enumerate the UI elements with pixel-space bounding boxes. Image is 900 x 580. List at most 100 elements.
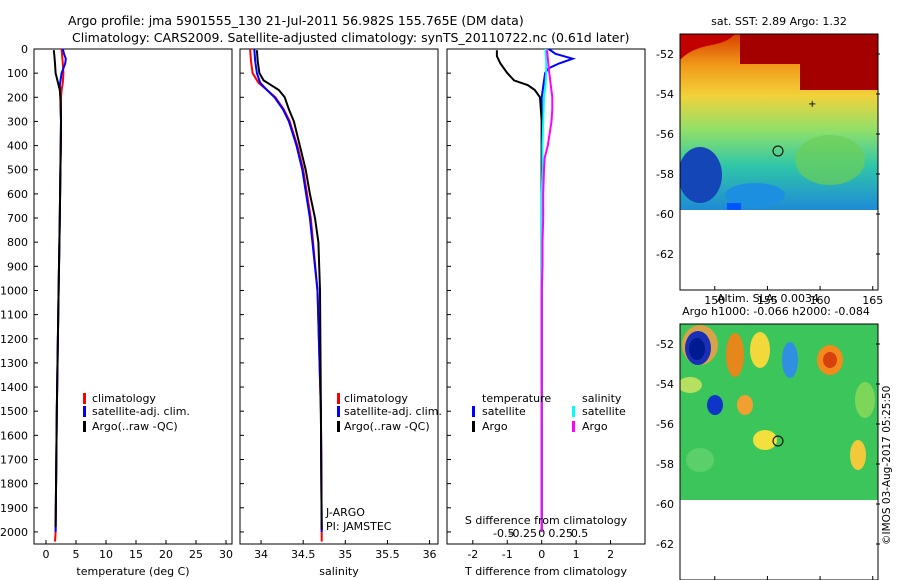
legend-swatch-argo [337,421,340,432]
legend-label-s-satellite: satellite [582,405,626,418]
figure-title-line2: Climatology: CARS2009. Satellite-adjuste… [72,30,629,45]
sst-map-border [679,33,879,291]
sst-warm-region [800,34,878,90]
legend-label-satellite: satellite-adj. clim. [344,405,442,418]
salinity-annotation-pi: PI: JAMSTEC [326,520,392,533]
temperature-xlabel: temperature (deg C) [76,565,189,578]
temperature-x-tick-label: 20 [159,548,173,561]
difference-x-tick-label: 2 [607,548,614,561]
depth-tick-label: 2000 [0,526,28,539]
s-difference-tick-label: 0.25 [548,527,573,540]
salinity-x-tick-label: 34.5 [291,548,316,561]
difference-series-s-argo [540,50,554,532]
temperature-x-tick-label: 10 [99,548,113,561]
map-lat-tick-label: -56 [656,128,674,141]
depth-tick-label: 0 [21,43,28,56]
sla-anomaly-patch [680,377,702,393]
sla-high-eddy [753,430,777,450]
legend-label-argo: Argo(..raw -QC) [344,420,430,433]
legend-swatch-climatology [337,393,340,404]
legend-swatch-s-argo [572,421,575,432]
temperature-x-tick-label: 30 [219,548,233,561]
depth-tick-label: 800 [7,236,28,249]
salinity-annotation-program: J-ARGO [325,506,365,519]
sst-land-mask [680,210,878,290]
map-lat-tick-label: -60 [656,208,674,221]
x-tick-labels: 0 5 10 15 20 25 30 34 34.5 35 35.5 36 -2 -1 0 1 2 -0.5-0.… [43,527,615,561]
legend-swatch-t-satellite [472,406,475,417]
depth-tick-label: 400 [7,140,28,153]
salinity-x-tick-label: 34 [254,548,268,561]
sla-low-eddy-core [689,338,705,360]
legend-label-t-argo: Argo [482,420,508,433]
legend-swatch-satellite [337,406,340,417]
depth-tick-label: 300 [7,115,28,128]
legend-swatch-t-argo [472,421,475,432]
temperature-x-tick-label: 15 [129,548,143,561]
salinity-series-argo-raw-qc- [255,50,323,530]
map-lat-tick-label: -52 [656,338,674,351]
depth-tick-label: 1000 [0,284,28,297]
sst-cold-eddy [680,147,722,203]
difference-x-tick-label: 1 [573,548,580,561]
map-lon-tick-label: 160 [810,294,831,307]
depth-tick-label: 1300 [0,357,28,370]
sst-map: + [679,33,879,291]
profile-series [52,48,577,542]
salinity-series-climatology [249,48,323,542]
sst-warm-region [740,34,810,64]
sst-cold-patch [725,183,785,207]
sla-anomaly-patch [686,448,714,472]
salinity-legend: climatology satellite-adj. clim. Argo(..… [325,392,442,533]
difference-axes [446,48,646,545]
sla-high-eddy [850,440,866,470]
sla-anomaly-patch [855,382,875,418]
legend-swatch-climatology [83,393,86,404]
map-lat-tick-label: -58 [656,458,674,471]
legend-label-argo: Argo(..raw -QC) [92,420,178,433]
depth-tick-label: 700 [7,212,28,225]
depth-tick-label: 1100 [0,309,28,322]
imos-credit: ©IMOS 03-Aug-2017 05:25:50 [881,386,893,545]
map-lat-tick-label: -56 [656,418,674,431]
depth-tick-label: 500 [7,164,28,177]
sst-cold-patch [727,203,741,210]
map-lon-tick-label: 150 [704,294,725,307]
sla-map-frame [679,323,879,580]
sst-map-ticks: -52 -54 -56 -58 -60 -62 150 155 160 165 [656,48,883,307]
legend-swatch-argo [83,421,86,432]
s-difference-tick-label: -0.25 [509,527,537,540]
depth-tick-label: 200 [7,91,28,104]
legend-label-climatology: climatology [92,392,156,405]
sst-warm-region [680,34,735,60]
depth-tick-label: 100 [7,67,28,80]
map-lat-tick-label: -60 [656,498,674,511]
sst-map-title: sat. SST: 2.89 Argo: 1.32 [711,15,847,28]
s-difference-tick-label: -0.5 [493,527,514,540]
temperature-axes [33,48,233,545]
depth-tick-label: 1800 [0,478,28,491]
difference-x-tick-label: -1 [502,548,513,561]
sla-land-mask [680,500,878,580]
s-difference-tick-label: 0 [538,527,545,540]
sla-low-eddy [707,395,723,415]
s-difference-label: S difference from climatology [465,514,628,527]
figure-title-line1: Argo profile: jma 5901555_130 21-Jul-201… [68,13,524,28]
depth-tick-label: 1400 [0,381,28,394]
sla-low-eddy [782,342,798,378]
legend-swatch-s-satellite [572,406,575,417]
s-difference-tick-label: 0.5 [571,527,589,540]
sla-high-eddy [737,395,753,415]
temperature-x-tick-label: 0 [43,548,50,561]
sla-float-marker [772,435,784,447]
map-lat-tick-label: -62 [656,248,674,261]
t-difference-xlabel: T difference from climatology [464,565,627,578]
depth-tick-label: 1600 [0,429,28,442]
salinity-x-tick-label: 36 [423,548,437,561]
difference-x-tick-label: -2 [467,548,478,561]
sla-map-title: Altim. SLA: 0.0034 [717,292,819,305]
sla-high-eddy [726,333,744,377]
depth-tick-label: 1500 [0,405,28,418]
